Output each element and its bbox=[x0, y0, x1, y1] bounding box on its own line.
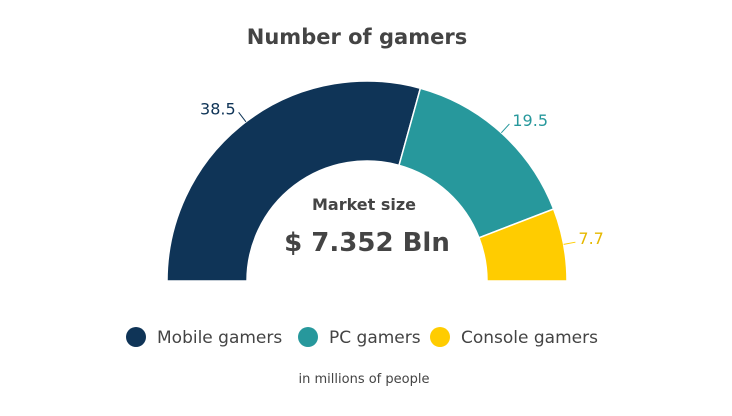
data-label-connector bbox=[238, 111, 247, 123]
data-labels: 38.5 19.5 7.7 bbox=[200, 99, 604, 248]
center-value: $ 7.352 Bln bbox=[284, 228, 450, 258]
slice-console-gamers bbox=[477, 208, 568, 282]
data-label: 19.5 bbox=[512, 111, 548, 130]
donut-slices bbox=[166, 80, 568, 282]
data-label: 38.5 bbox=[200, 99, 236, 118]
legend-label: PC gamers bbox=[329, 328, 421, 348]
legend-marker bbox=[126, 327, 146, 347]
chart-title: Number of gamers bbox=[247, 25, 467, 49]
legend-label: Console gamers bbox=[461, 328, 598, 348]
legend-label: Mobile gamers bbox=[157, 328, 282, 348]
units-note: in millions of people bbox=[299, 372, 430, 387]
legend: Mobile gamers PC gamers Console gamers bbox=[126, 327, 598, 348]
data-label-connector bbox=[500, 123, 510, 134]
legend-marker bbox=[298, 327, 318, 347]
legend-marker bbox=[430, 327, 450, 347]
slice-mobile-gamers bbox=[166, 80, 422, 282]
center-label: Market size bbox=[312, 195, 416, 214]
data-label: 7.7 bbox=[578, 229, 603, 248]
data-label-connector bbox=[563, 241, 576, 245]
